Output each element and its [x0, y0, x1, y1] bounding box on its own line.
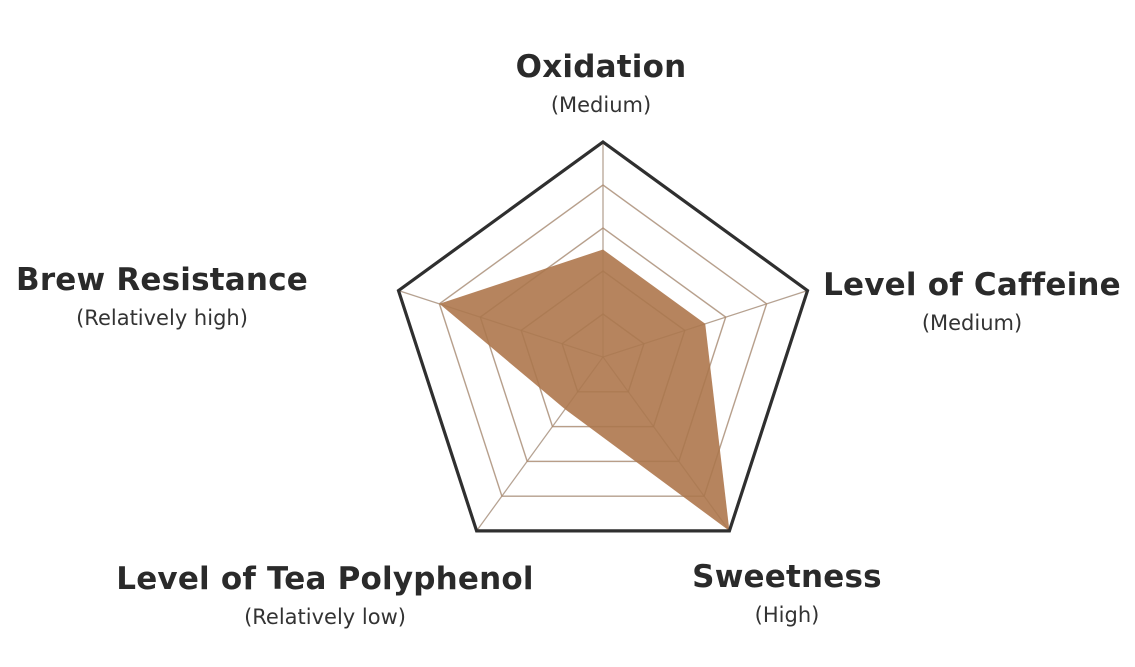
radar-spoke-overlay-3	[602, 356, 730, 532]
radar-data	[398, 142, 808, 532]
radar-outer-border	[396, 140, 810, 533]
radar-grid-overlay-2	[520, 270, 686, 428]
axis-level-tea-polyphenol: (Relatively low)	[244, 605, 406, 629]
radar-grid-overlay-4	[438, 184, 768, 497]
axis-label-sweetness: Sweetness (High)	[692, 558, 882, 630]
radar-spoke-overlay-4	[476, 356, 604, 532]
axis-name-tea-polyphenol: Level of Tea Polyphenol	[116, 561, 534, 597]
axis-level-oxidation: (Medium)	[550, 93, 652, 117]
axis-label-brew-resistance: Brew Resistance (Relatively high)	[16, 261, 308, 333]
radar-data-area	[439, 249, 730, 531]
axis-name-caffeine: Level of Caffeine	[823, 267, 1121, 303]
axis-name-brew-resistance: Brew Resistance	[15, 262, 309, 298]
axis-label-tea-polyphenol: Level of Tea Polyphenol (Relatively low)	[116, 560, 534, 632]
axis-label-caffeine: Level of Caffeine (Medium)	[823, 266, 1121, 338]
radar-grid-overlay-3	[479, 227, 727, 462]
radar-outer-ring	[396, 140, 810, 533]
axis-label-oxidation: Oxidation (Medium)	[516, 48, 687, 120]
radar-spoke-overlay-2	[602, 290, 808, 358]
radar-spoke-overlay-5	[398, 290, 604, 358]
radar-grid-overlay-1	[561, 313, 645, 393]
axis-name-sweetness: Sweetness	[692, 559, 882, 595]
axis-level-caffeine: (Medium)	[921, 311, 1023, 335]
axis-level-brew-resistance: (Relatively high)	[76, 306, 248, 330]
axis-name-oxidation: Oxidation	[515, 49, 687, 85]
axis-level-sweetness: (High)	[754, 603, 820, 627]
